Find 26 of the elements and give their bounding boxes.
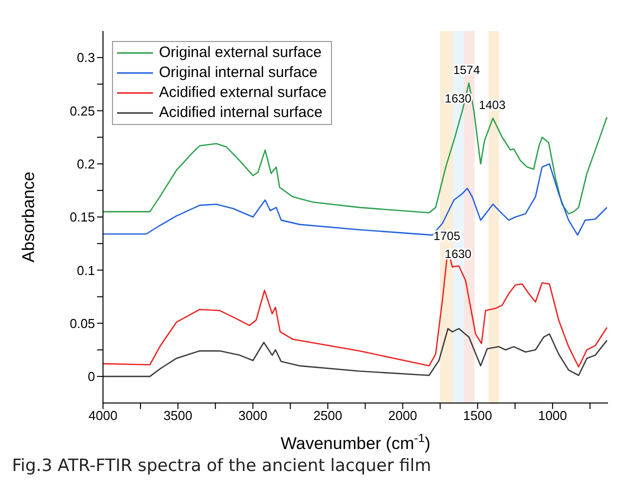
- legend-label: Original internal surface: [159, 63, 318, 83]
- y-tick-label: 0.15: [70, 210, 95, 225]
- x-tick-label: 2000: [388, 408, 418, 424]
- legend-label: Acidified internal surface: [159, 103, 322, 123]
- x-axis-title: Wavenumber (cm$^{-1}$): [280, 431, 430, 453]
- y-tick-label: 0.25: [70, 103, 95, 118]
- legend-label: Original external surface: [159, 43, 322, 63]
- x-tick-label: 2500: [313, 408, 342, 424]
- line-series: [103, 328, 608, 378]
- y-tick-label: 0: [88, 369, 95, 384]
- x-tick-label: 1000: [538, 408, 568, 424]
- y-tick-label: 0.05: [70, 316, 95, 331]
- y-axis-title: Absorbance: [19, 172, 38, 262]
- annotation: 1403: [478, 98, 506, 112]
- y-tick-label: 0.1: [76, 262, 95, 278]
- y-tick-label: 0.2: [76, 156, 95, 172]
- annotation: 1574: [453, 63, 480, 78]
- y-tick-label: 0.3: [76, 50, 95, 66]
- annotation: 1705: [434, 228, 461, 243]
- x-tick-label: 3000: [238, 408, 268, 424]
- x-tick-label: 3500: [163, 408, 192, 424]
- caption: Fig.3 ATR-FTIR spectra of the ancient lacquer film: [12, 456, 432, 476]
- x-tick-label: 1500: [463, 408, 492, 424]
- legend-label: Acidified external surface: [159, 83, 327, 103]
- x-tick-label: 4000: [88, 408, 118, 424]
- line-series: [103, 82, 608, 214]
